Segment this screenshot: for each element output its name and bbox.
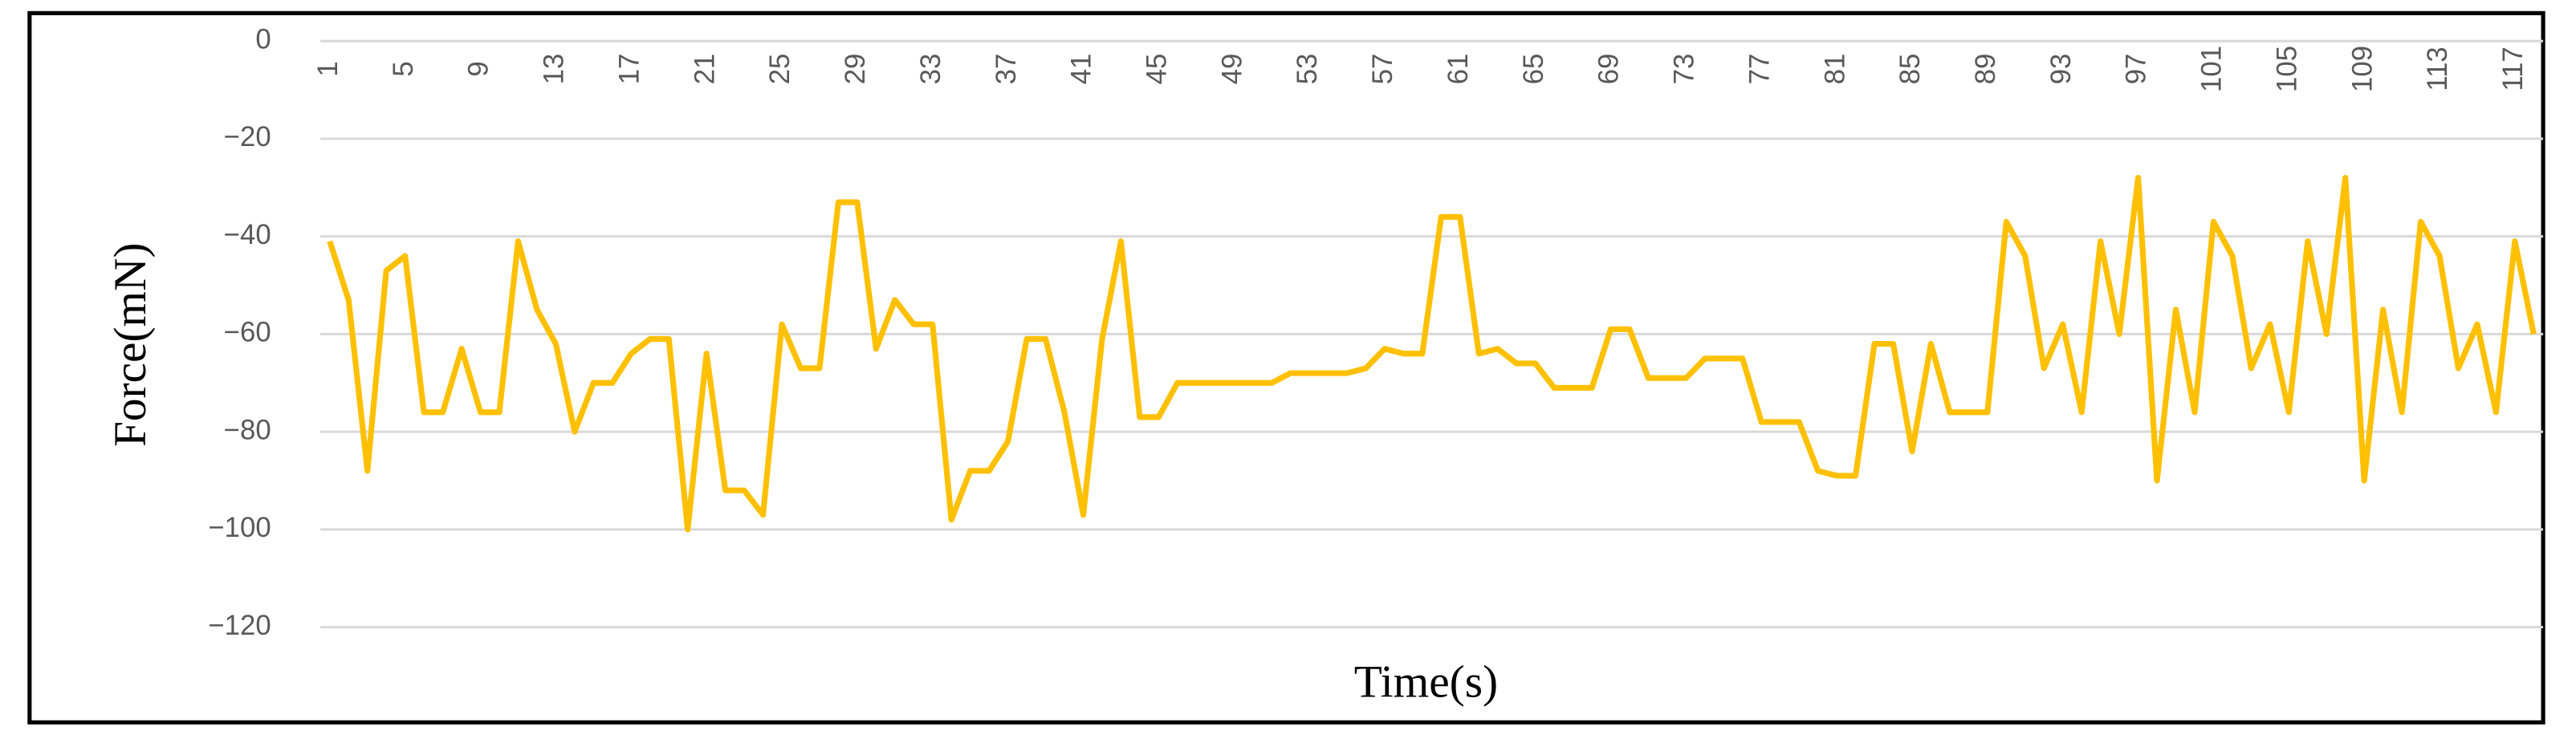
x-tick-label: 49 (1217, 54, 1247, 85)
y-tick-label: 0 (255, 24, 271, 55)
x-tick-label: 105 (2272, 46, 2302, 92)
x-tick-label: 25 (765, 54, 796, 85)
y-tick-label: −80 (224, 415, 271, 445)
x-tick-label: 9 (464, 61, 494, 76)
x-tick-label: 97 (2122, 54, 2152, 85)
y-tick-label: −40 (224, 220, 271, 250)
x-tick-label: 65 (1519, 54, 1549, 85)
x-tick-label: 21 (690, 54, 720, 85)
x-tick-label: 29 (840, 54, 871, 85)
x-tick-label: 17 (614, 54, 645, 85)
x-tick-label: 85 (1895, 54, 1926, 85)
x-tick-label: 41 (1067, 54, 1097, 85)
x-tick-label: 5 (389, 61, 419, 76)
chart-border (27, 10, 2545, 725)
x-tick-label: 37 (991, 54, 1022, 85)
x-tick-label: 101 (2197, 46, 2228, 92)
y-tick-label: −120 (208, 611, 271, 641)
x-tick-label: 93 (2046, 54, 2077, 85)
x-tick-label: 113 (2423, 47, 2453, 91)
x-tick-label: 45 (1142, 54, 1173, 85)
x-tick-label: 53 (1292, 54, 1323, 85)
x-tick-label: 117 (2498, 47, 2529, 91)
x-tick-label: 1 (313, 61, 344, 76)
x-tick-label: 81 (1820, 54, 1850, 85)
x-tick-label: 73 (1670, 54, 1700, 85)
x-axis-title: Time(s) (1354, 656, 1498, 707)
y-axis-title: Force(mN) (105, 242, 156, 446)
x-tick-label: 109 (2347, 46, 2378, 92)
x-tick-label: 89 (1971, 54, 2001, 85)
x-tick-label: 77 (1744, 54, 1775, 85)
x-tick-label: 57 (1368, 54, 1398, 85)
x-tick-label: 13 (539, 54, 570, 85)
data-line (327, 175, 2537, 533)
x-tick-label: 61 (1443, 54, 1474, 85)
y-tick-label: −100 (208, 513, 271, 543)
x-tick-label: 69 (1594, 54, 1625, 85)
y-tick-label: −20 (224, 122, 271, 152)
x-tick-label: 33 (916, 54, 946, 85)
y-tick-label: −60 (224, 318, 271, 348)
